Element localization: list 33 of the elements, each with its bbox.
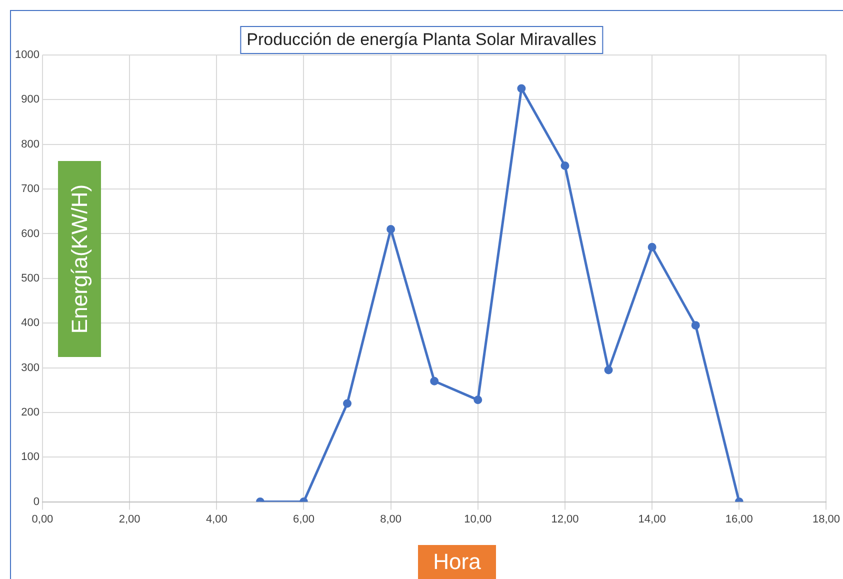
y-tick-label: 200	[21, 406, 40, 418]
y-tick-label: 500	[21, 272, 40, 284]
y-tick-label: 1000	[14, 49, 40, 62]
x-tick-label: 6,00	[293, 513, 314, 526]
x-tick-label: 12,00	[551, 513, 579, 526]
y-tick-label: 300	[21, 362, 40, 374]
x-tick-label: 10,00	[464, 513, 492, 526]
x-tick-label: 16,00	[725, 513, 753, 526]
point	[474, 396, 482, 404]
point	[604, 366, 613, 374]
y-tick-label: 700	[21, 183, 40, 196]
chart-title: Producción de energía Planta Solar Miravalles	[240, 26, 604, 54]
point	[691, 321, 700, 330]
point	[648, 242, 656, 252]
point	[386, 225, 396, 234]
y-tick-label: 600	[21, 228, 40, 240]
point	[343, 399, 352, 408]
x-tick-label: 0,00	[32, 513, 54, 526]
point	[430, 376, 439, 386]
y-tick-label: 800	[21, 138, 40, 150]
x-axis-title: Hora	[418, 545, 496, 579]
x-tick-label: 4,00	[206, 513, 228, 526]
y-tick-label: 400	[21, 317, 40, 330]
y-tick-label: 0	[33, 496, 40, 508]
x-tick-label: 2,00	[118, 513, 140, 526]
y-tick-label: 100	[21, 451, 40, 464]
y-tick-label: 900	[21, 94, 40, 106]
x-tick-label: 18,00	[812, 513, 840, 526]
x-tick-label: 14,00	[638, 513, 666, 526]
x-tick-label: 8,00	[380, 513, 402, 526]
point	[517, 84, 526, 93]
point	[560, 162, 570, 170]
y-axis-title: Energía(KW/H)	[66, 184, 92, 334]
